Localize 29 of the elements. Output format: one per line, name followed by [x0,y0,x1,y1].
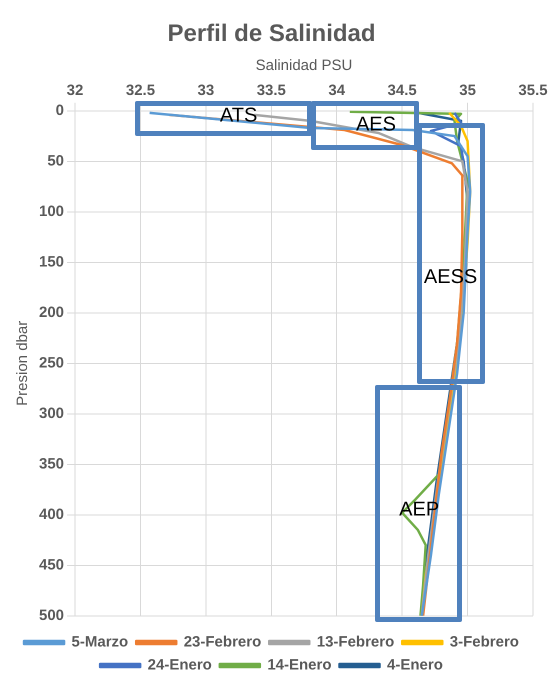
x-tick-label: 35.5 [518,82,548,99]
y-tick-label: 450 [38,556,64,574]
legend-label: 14-Enero [267,656,332,674]
x-tick-label: 33.5 [256,82,286,99]
x-tick-label: 32 [66,82,84,99]
x-tick-label: 34 [328,82,346,99]
legend-label: 23-Febrero [184,634,262,651]
chart-title: Perfil de Salinidad [167,20,376,48]
y-tick-label: 200 [38,304,64,321]
y-axis-title: Presion dbar [14,320,32,406]
legend-label: 3-Febrero [450,634,519,651]
y-tick-label: 50 [47,152,64,170]
y-tick-label: 500 [38,606,64,624]
x-tick-label: 35 [459,82,476,99]
y-tick-label: 150 [38,253,64,270]
x-axis-title: Salinidad PSU [256,56,352,74]
legend-label: 4-Enero [387,656,443,674]
y-tick-label: 100 [38,202,64,220]
legend-label: 5-Marzo [72,634,128,651]
x-tick-label: 33 [198,82,214,99]
y-tick-label: 250 [38,354,64,372]
y-tick-label: 400 [38,506,64,523]
y-tick-label: 350 [38,455,64,472]
legend-label: 13-Febrero [316,634,394,651]
x-tick-label: 32.5 [126,82,156,99]
legend-label: 24-Enero [148,656,212,674]
y-tick-label: 0 [56,102,64,119]
x-tick-label: 34.5 [388,82,417,99]
y-tick-label: 300 [38,404,64,422]
